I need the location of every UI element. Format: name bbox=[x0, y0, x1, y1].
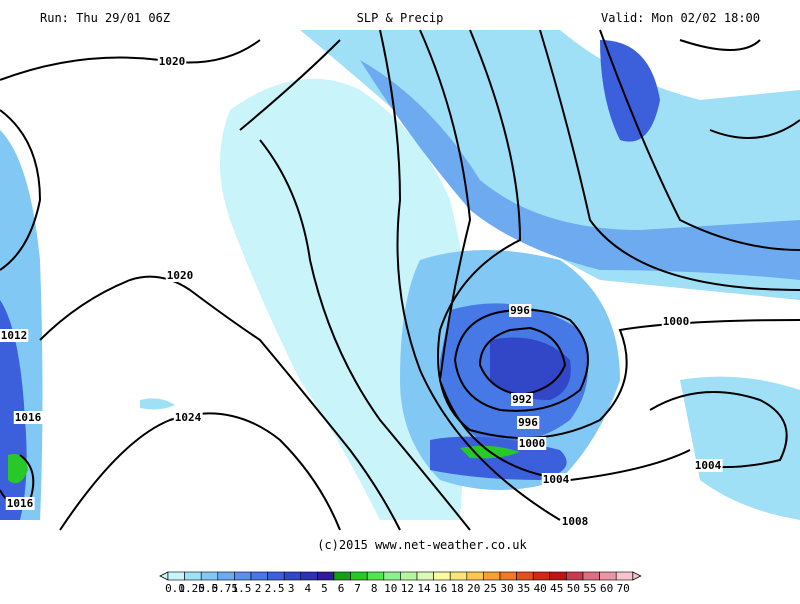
label-background bbox=[0, 329, 29, 342]
colorbar-label: 30 bbox=[500, 582, 513, 595]
colorbar-swatch bbox=[615, 571, 634, 581]
isobar-label: 1000 bbox=[519, 437, 546, 450]
colorbar-label: 0.1 bbox=[165, 582, 185, 595]
colorbar-swatch bbox=[234, 571, 252, 581]
label-background bbox=[560, 515, 590, 528]
colorbar-swatch bbox=[300, 571, 318, 581]
colorbar-swatch bbox=[217, 571, 235, 581]
colorbar-swatch bbox=[433, 571, 451, 581]
label-background bbox=[517, 437, 547, 450]
colorbar-label: 25 bbox=[484, 582, 497, 595]
colorbar-swatch bbox=[483, 571, 501, 581]
colorbar-arrow-left bbox=[159, 571, 169, 581]
label-background bbox=[173, 411, 203, 424]
colorbar-label: 8 bbox=[371, 582, 378, 595]
label-background bbox=[157, 55, 187, 68]
map bbox=[0, 29, 800, 535]
isobar-label: 1024 bbox=[175, 411, 202, 424]
colorbar-swatch bbox=[200, 571, 219, 581]
colorbar-label: 70 bbox=[617, 582, 630, 595]
colorbar-label: 60 bbox=[600, 582, 613, 595]
isobar-label: 1020 bbox=[159, 55, 186, 68]
label-background bbox=[5, 497, 35, 510]
colorbar-label: 6 bbox=[338, 582, 345, 595]
colorbar-arrow-right bbox=[632, 571, 642, 581]
label-background bbox=[693, 459, 723, 472]
colorbar-swatch bbox=[549, 571, 567, 581]
colorbar-label: 45 bbox=[550, 582, 563, 595]
colorbar-label: 2 bbox=[255, 582, 262, 595]
colorbar-swatch bbox=[250, 571, 268, 581]
run-label: Run: Thu 29/01 06Z bbox=[40, 11, 170, 25]
colorbar-label: 7 bbox=[354, 582, 361, 595]
label-background bbox=[517, 416, 540, 429]
isobar-label: 1004 bbox=[695, 459, 722, 472]
colorbar-label: 12 bbox=[401, 582, 414, 595]
colorbar-label: 0.5 bbox=[198, 582, 218, 595]
colorbar-swatch bbox=[366, 571, 385, 581]
isobar-label: 996 bbox=[510, 304, 530, 317]
label-background bbox=[165, 269, 195, 282]
colorbar-swatch bbox=[499, 571, 517, 581]
colorbar-label: 35 bbox=[517, 582, 530, 595]
colorbar-label: 18 bbox=[451, 582, 464, 595]
colorbar-label: 40 bbox=[534, 582, 547, 595]
chart-title: SLP & Precip bbox=[357, 11, 444, 25]
colorbar-swatch bbox=[317, 571, 335, 581]
colorbar-swatch bbox=[466, 571, 484, 581]
colorbar-swatch bbox=[416, 571, 434, 581]
colorbar-swatch bbox=[350, 571, 368, 581]
label-background bbox=[509, 304, 532, 317]
isobar-label: 996 bbox=[518, 416, 538, 429]
colorbar-label: 20 bbox=[467, 582, 480, 595]
colorbar-swatch bbox=[449, 571, 468, 581]
label-background bbox=[13, 411, 43, 424]
colorbar-swatch bbox=[167, 571, 185, 581]
copyright: (c)2015 www.net-weather.co.uk bbox=[317, 538, 527, 552]
isobar-label: 1016 bbox=[15, 411, 42, 424]
colorbar-label: 14 bbox=[417, 582, 431, 595]
colorbar-swatch bbox=[566, 571, 584, 581]
colorbar-swatch bbox=[333, 571, 351, 581]
colorbar-label: 55 bbox=[583, 582, 596, 595]
isobar-label: 1012 bbox=[1, 329, 28, 342]
colorbar-label: 10 bbox=[384, 582, 397, 595]
isobar-labels: 1020 1020 1024 1012 1016 1016 996 992 99… bbox=[0, 55, 723, 528]
colorbar-label: 50 bbox=[567, 582, 580, 595]
colorbar-swatch bbox=[582, 571, 600, 581]
isobar-label: 1004 bbox=[543, 473, 570, 486]
label-background bbox=[661, 315, 691, 328]
isobar-label: 992 bbox=[512, 393, 532, 406]
colorbar-swatch bbox=[383, 571, 401, 581]
label-background bbox=[511, 393, 533, 406]
colorbar-swatch bbox=[283, 571, 302, 581]
colorbar-label: 2.5 bbox=[265, 582, 285, 595]
colorbar-label: 16 bbox=[434, 582, 447, 595]
isobar-label: 1020 bbox=[167, 269, 194, 282]
isobar-label: 1000 bbox=[663, 315, 690, 328]
colorbar-label: 5 bbox=[321, 582, 328, 595]
valid-label: Valid: Mon 02/02 18:00 bbox=[601, 11, 760, 25]
isobar-label: 1016 bbox=[7, 497, 34, 510]
colorbar-swatch bbox=[516, 571, 534, 581]
colorbar-swatch bbox=[532, 571, 551, 581]
isobar-label: 1008 bbox=[562, 515, 589, 528]
label-background bbox=[541, 473, 571, 486]
colorbar-label: 4 bbox=[304, 582, 311, 595]
colorbar-swatch bbox=[599, 571, 617, 581]
colorbar-label: 3 bbox=[288, 582, 295, 595]
colorbar: 0.10.250.50.751.5 2 2.5 3 4 5 6 7 8 10 12 14 16 18 20 2… bbox=[159, 571, 642, 595]
colorbar-swatch bbox=[400, 571, 418, 581]
colorbar-label: 1.5 bbox=[231, 582, 251, 595]
colorbar-swatch bbox=[184, 571, 202, 581]
colorbar-label: 0.25 bbox=[178, 582, 205, 595]
colorbar-swatch bbox=[267, 571, 285, 581]
colorbar-label: 0.75 bbox=[212, 582, 239, 595]
